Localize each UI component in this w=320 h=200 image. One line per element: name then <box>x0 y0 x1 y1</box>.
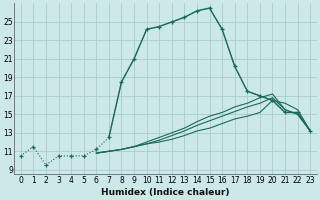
X-axis label: Humidex (Indice chaleur): Humidex (Indice chaleur) <box>101 188 230 197</box>
